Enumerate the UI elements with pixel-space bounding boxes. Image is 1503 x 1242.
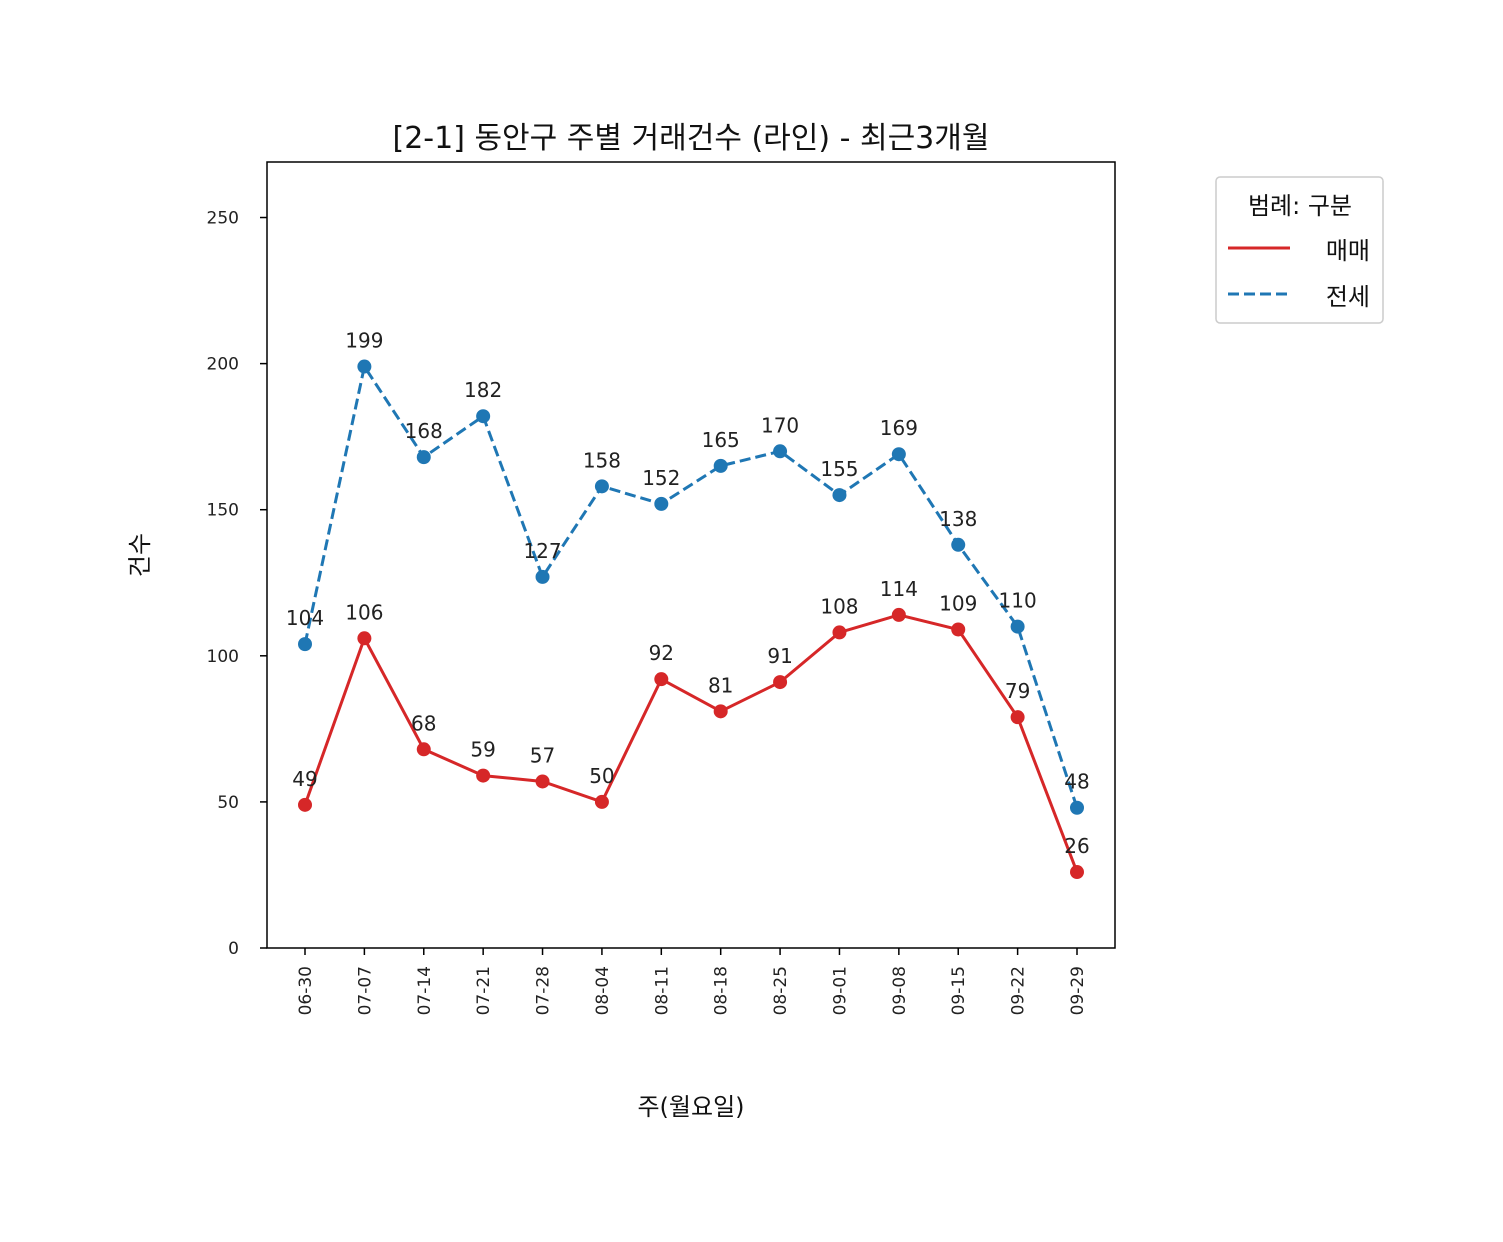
y-tick-label: 50 <box>217 793 239 813</box>
data-label: 169 <box>880 416 918 440</box>
data-point <box>891 447 906 462</box>
x-tick-label: 07-07 <box>355 966 375 1015</box>
data-point <box>654 496 669 511</box>
series-line-1 <box>303 362 1079 809</box>
data-point <box>476 409 491 424</box>
data-point <box>535 774 550 789</box>
data-label: 127 <box>523 539 561 563</box>
plot-frame <box>266 161 1116 949</box>
legend: 범례: 구분 매매 전세 <box>1215 176 1384 324</box>
data-label: 138 <box>939 507 977 531</box>
data-label: 50 <box>589 764 614 788</box>
x-tick-label: 08-18 <box>712 966 732 1015</box>
data-point <box>476 768 491 783</box>
data-point <box>594 794 609 809</box>
y-tick-label: 100 <box>207 647 239 667</box>
x-tick-label: 09-29 <box>1068 966 1088 1015</box>
data-label: 108 <box>820 594 858 618</box>
x-tick-label: 06-30 <box>296 966 316 1015</box>
data-label: 110 <box>999 589 1037 613</box>
x-tick-label: 08-04 <box>593 966 613 1015</box>
series-line-0 <box>303 613 1079 873</box>
data-label: 109 <box>939 592 977 616</box>
data-point <box>773 675 788 690</box>
y-tick-label: 250 <box>207 209 239 229</box>
x-tick-label: 08-11 <box>652 966 672 1015</box>
y-tick-label: 200 <box>207 355 239 375</box>
data-label: 158 <box>583 448 621 472</box>
data-point <box>594 479 609 494</box>
data-point <box>535 569 550 584</box>
data-point <box>832 625 847 640</box>
data-point <box>951 622 966 637</box>
data-label: 106 <box>345 600 383 624</box>
data-point <box>832 488 847 503</box>
data-label: 79 <box>1005 679 1030 703</box>
x-tick-label: 09-01 <box>830 966 850 1015</box>
data-point <box>1070 800 1084 815</box>
data-label: 68 <box>411 711 436 735</box>
data-label: 91 <box>767 644 792 668</box>
data-label: 49 <box>292 767 317 791</box>
x-tick-label: 09-08 <box>890 966 910 1015</box>
data-label: 152 <box>642 466 680 490</box>
x-tick-label: 07-14 <box>415 966 435 1015</box>
data-point <box>416 450 431 465</box>
x-tick-label: 09-15 <box>949 966 969 1015</box>
x-axis-label: 주(월요일) <box>637 1093 744 1121</box>
data-label: 92 <box>649 641 674 665</box>
data-point <box>891 607 906 622</box>
legend-label-sale: 매매 <box>1326 237 1370 265</box>
data-label: 168 <box>405 419 443 443</box>
data-point <box>298 637 312 652</box>
data-label: 199 <box>345 329 383 353</box>
legend-title: 범례: 구분 <box>1248 192 1352 220</box>
data-point <box>357 631 372 646</box>
y-tick-label: 150 <box>207 501 239 521</box>
data-point <box>1010 619 1025 634</box>
data-label: 81 <box>708 673 733 697</box>
x-tick-label: 09-22 <box>1009 966 1029 1015</box>
data-label: 170 <box>761 413 799 437</box>
x-tick-label: 08-25 <box>771 966 791 1015</box>
y-axis-label: 건수 <box>126 533 154 577</box>
data-label: 182 <box>464 378 502 402</box>
data-point <box>1010 710 1025 725</box>
data-point <box>951 537 966 552</box>
data-label: 165 <box>702 428 740 452</box>
chart-title: [2-1] 동안구 주별 거래건수 (라인) - 최근3개월 <box>393 121 990 156</box>
data-point <box>654 672 669 687</box>
data-point <box>357 359 372 374</box>
legend-box <box>1215 176 1384 324</box>
data-label: 155 <box>820 457 858 481</box>
data-label: 48 <box>1064 770 1089 794</box>
legend-label-jeonse: 전세 <box>1326 283 1370 311</box>
x-tick-label: 07-21 <box>474 966 494 1015</box>
data-point <box>713 704 728 719</box>
data-label: 57 <box>530 743 555 767</box>
data-label: 26 <box>1064 834 1089 858</box>
x-tick-label: 07-28 <box>534 966 554 1015</box>
y-tick-label: 0 <box>228 939 239 959</box>
data-point <box>298 797 312 812</box>
data-label: 114 <box>880 577 918 601</box>
data-point <box>1070 865 1084 880</box>
data-label: 104 <box>286 606 324 630</box>
data-label: 59 <box>470 738 495 762</box>
data-point <box>773 444 788 459</box>
data-point <box>416 742 431 757</box>
data-point <box>713 458 728 473</box>
